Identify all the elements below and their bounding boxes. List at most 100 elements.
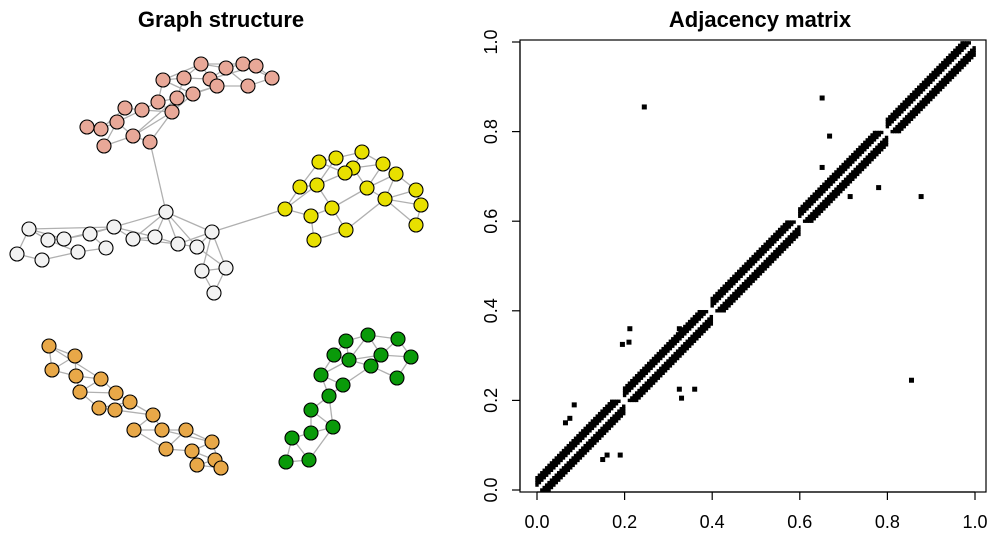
- matrix-cell: [663, 361, 668, 366]
- matrix-cell: [651, 376, 656, 380]
- matrix-cell: [904, 122, 909, 126]
- matrix-cell: [938, 85, 943, 89]
- matrix-cell: [585, 424, 590, 428]
- matrix-cell: [732, 281, 736, 286]
- network-node: [34, 252, 50, 268]
- matrix-cell: [617, 416, 621, 421]
- matrix-cell: [634, 378, 639, 383]
- matrix-cell: [756, 269, 760, 274]
- off-diagonal-cell: [676, 386, 682, 392]
- matrix-cell: [794, 227, 799, 232]
- matrix-cell: [897, 112, 902, 117]
- matrix-cell: [902, 107, 906, 112]
- matrix-cell: [761, 249, 765, 254]
- network-node: [363, 358, 379, 374]
- network-node: [389, 370, 405, 386]
- matrix-cell: [644, 383, 648, 388]
- matrix-cell: [914, 112, 919, 117]
- matrix-cell: [822, 202, 826, 206]
- network-node: [390, 331, 406, 347]
- matrix-cell: [858, 167, 862, 172]
- matrix-cell: [848, 160, 853, 164]
- matrix-cell: [753, 277, 758, 281]
- matrix-cell: [877, 143, 881, 147]
- matrix-cell: [540, 473, 544, 477]
- matrix-cell: [751, 259, 755, 264]
- matrix-cell: [970, 48, 974, 52]
- matrix-cell: [865, 157, 869, 162]
- matrix-cell: [732, 294, 736, 298]
- matrix-cell: [673, 359, 677, 363]
- network-edge: [132, 111, 173, 137]
- matrix-cell: [858, 145, 862, 149]
- matrix-cell: [578, 436, 583, 440]
- matrix-cell: [607, 409, 611, 413]
- matrix-cell: [848, 162, 853, 167]
- matrix-cell: [702, 309, 706, 314]
- matrix-cell: [739, 274, 743, 279]
- matrix-cell: [807, 217, 812, 221]
- matrix-cell: [707, 319, 711, 324]
- off-diagonal-cell: [827, 133, 833, 139]
- matrix-cell: [724, 284, 729, 288]
- matrix-cell: [704, 319, 709, 324]
- matrix-cell: [559, 458, 563, 463]
- matrix-cell: [897, 105, 902, 109]
- matrix-cell: [872, 138, 877, 142]
- matrix-cell: [597, 434, 602, 438]
- matrix-cell: [929, 90, 933, 94]
- network-node: [235, 56, 251, 72]
- matrix-cell: [941, 60, 945, 65]
- matrix-cell: [649, 381, 653, 385]
- matrix-cell: [800, 209, 804, 214]
- matrix-cell: [654, 371, 658, 375]
- network-node: [413, 197, 429, 213]
- matrix-cell: [699, 332, 704, 336]
- network-node: [158, 204, 174, 220]
- matrix-cell: [890, 120, 894, 124]
- matrix-cell: [872, 152, 877, 157]
- network-node: [213, 460, 229, 476]
- matrix-cell: [656, 356, 661, 361]
- matrix-cell: [855, 170, 860, 174]
- graph-structure-title: Graph structure: [138, 7, 304, 32]
- matrix-cell: [902, 102, 906, 107]
- matrix-cell: [654, 374, 658, 378]
- matrix-cell: [573, 441, 578, 445]
- matrix-cell: [888, 115, 892, 119]
- matrix-cell: [867, 135, 872, 140]
- matrix-cell: [573, 443, 578, 448]
- matrix-cell: [622, 391, 627, 395]
- matrix-cell: [921, 80, 926, 85]
- matrix-cell: [892, 110, 897, 114]
- matrix-cell: [797, 227, 801, 232]
- y-axis: 0.0 0.2 0.4 0.6 0.8 1.0: [481, 29, 521, 503]
- matrix-cell: [746, 267, 751, 271]
- matrix-cell: [595, 421, 599, 426]
- matrix-cell: [936, 65, 940, 70]
- matrix-cell: [593, 421, 597, 426]
- matrix-cell: [909, 95, 914, 99]
- matrix-cell: [547, 466, 551, 470]
- network-node: [341, 352, 357, 368]
- network-node: [338, 333, 354, 349]
- matrix-cell: [753, 259, 758, 264]
- matrix-cell: [822, 182, 826, 186]
- matrix-cell: [919, 105, 923, 109]
- matrix-cell: [535, 483, 539, 487]
- matrix-cell: [875, 152, 879, 157]
- matrix-cell: [880, 148, 884, 152]
- matrix-cell: [763, 267, 767, 271]
- matrix-cell: [617, 411, 621, 416]
- matrix-cell: [619, 414, 624, 418]
- network-node: [169, 90, 185, 106]
- matrix-cell: [607, 404, 611, 408]
- matrix-cell: [848, 157, 853, 162]
- matrix-cell: [775, 230, 779, 234]
- matrix-cell: [957, 68, 962, 72]
- network-node: [248, 58, 264, 74]
- matrix-cell: [953, 65, 957, 70]
- matrix-cell: [787, 222, 791, 227]
- matrix-cell: [593, 416, 597, 421]
- matrix-cell: [544, 468, 549, 472]
